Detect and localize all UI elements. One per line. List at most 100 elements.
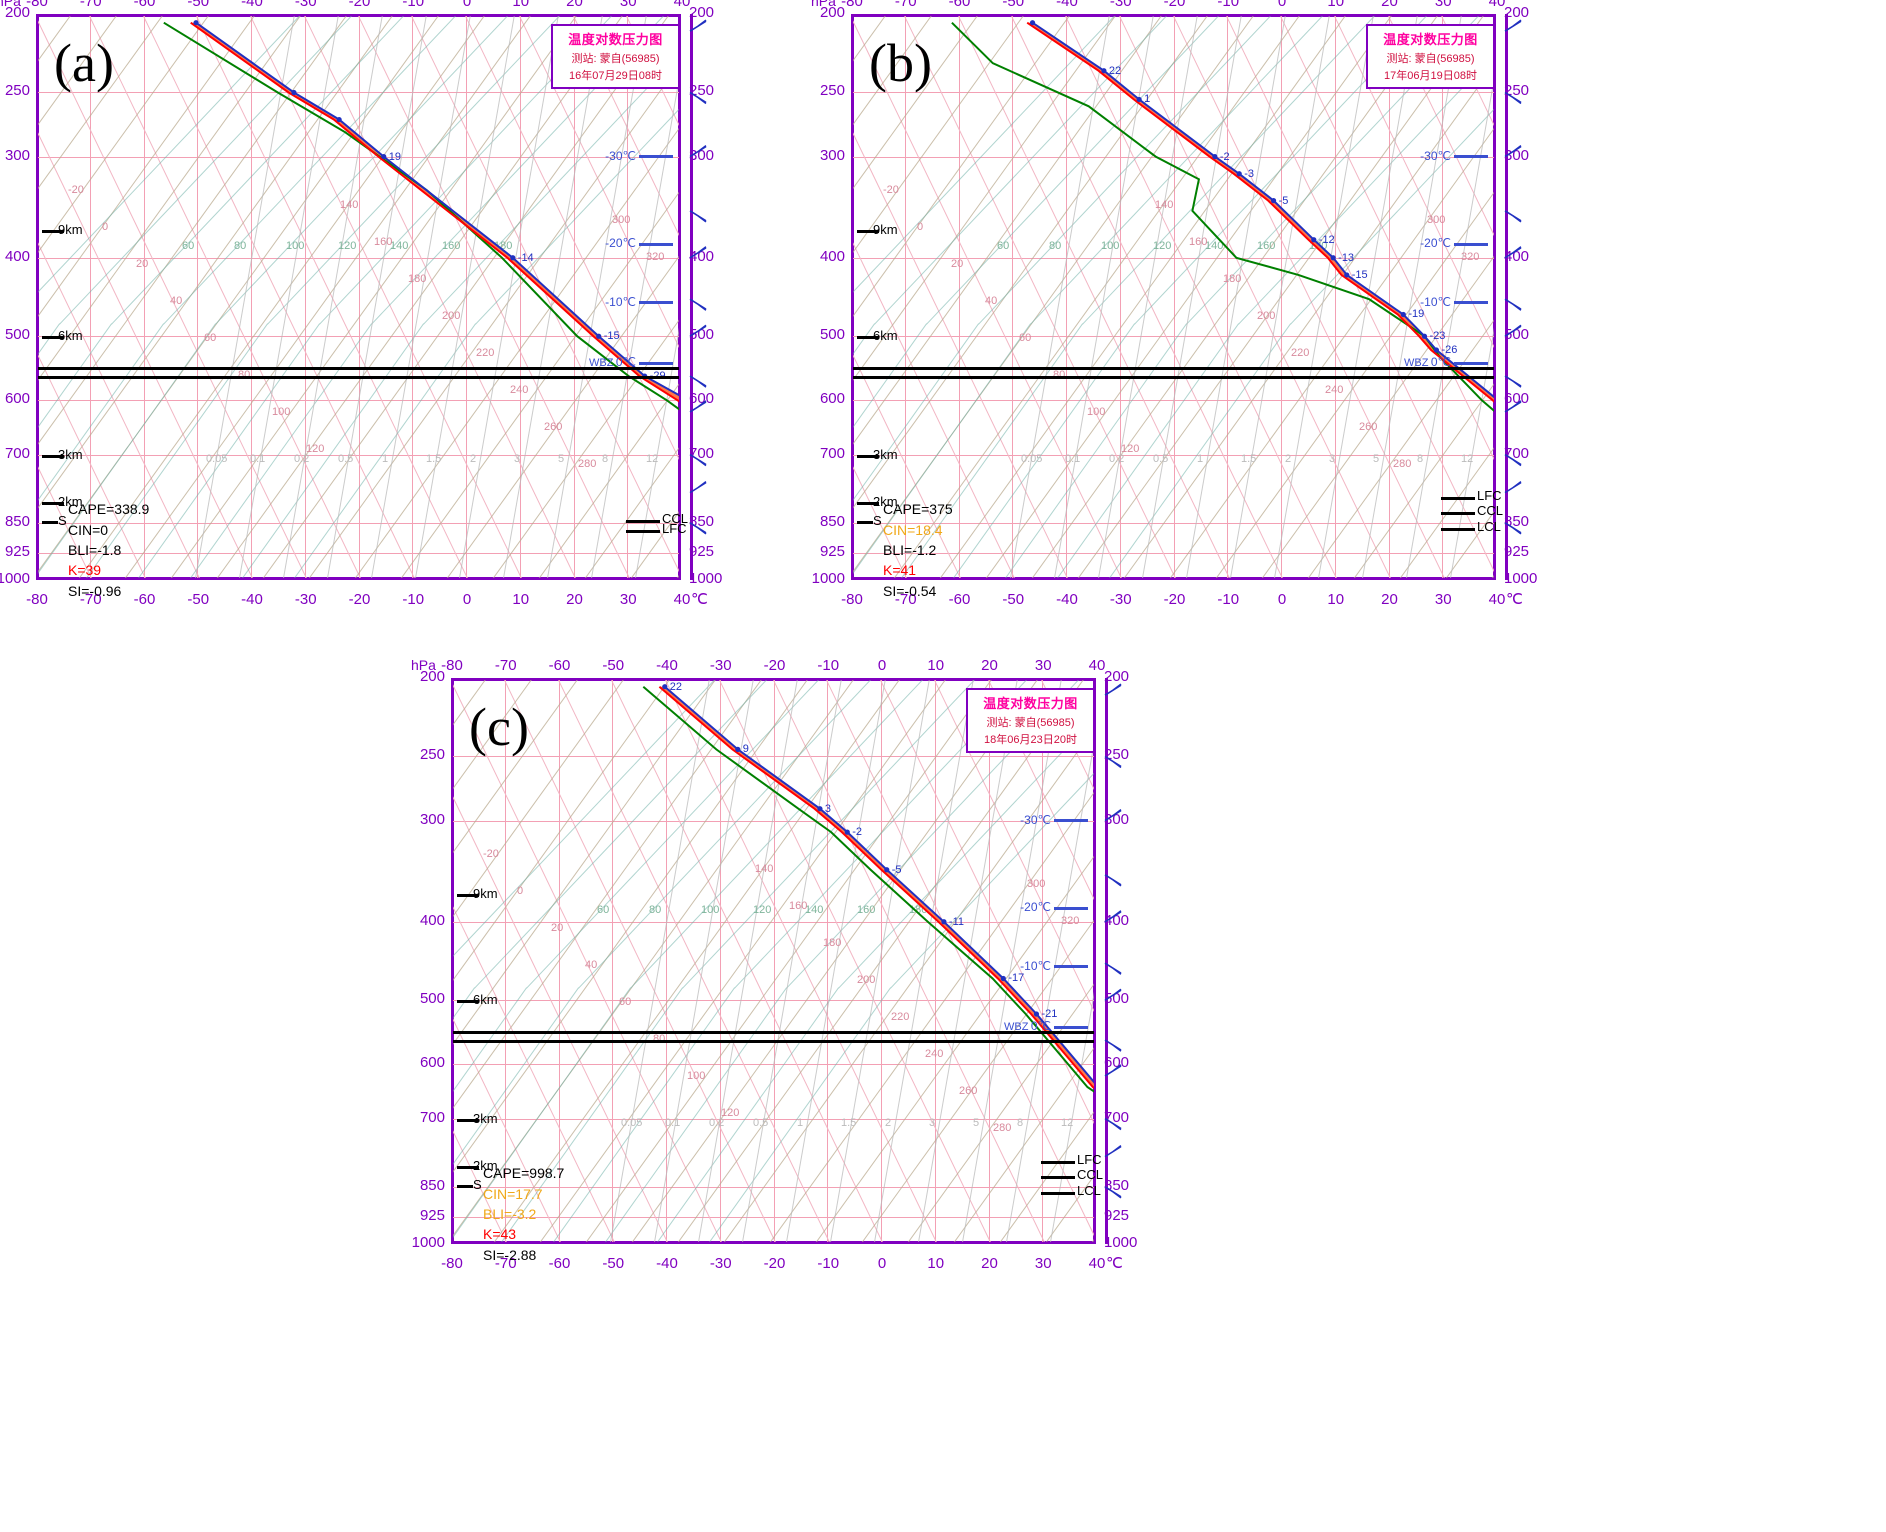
height-marker-label: 3km	[873, 446, 898, 462]
stat-k: K=41	[883, 562, 917, 579]
dry-adiabat-label: -20	[483, 847, 499, 860]
pressure-tick-left: 925	[4, 542, 30, 560]
temperature-tick-bottom: 20	[1381, 591, 1398, 608]
mixing-ratio-label: 0.5	[338, 453, 354, 466]
dry-adiabat-label: 0	[917, 220, 924, 233]
moist-adiabat-label: 80	[649, 903, 662, 916]
wind-barb	[1104, 962, 1122, 975]
isotherm-reference-bar	[1054, 1025, 1088, 1029]
station-name: 测站: 蒙自(56985)	[986, 717, 1075, 729]
pressure-tick-left: 300	[819, 146, 845, 164]
stat-si: SI=-0.54	[883, 582, 937, 599]
isotherm-reference-bar	[1054, 818, 1088, 822]
temperature-tick-top: -40	[656, 657, 678, 674]
wind-barb	[1104, 1144, 1122, 1158]
title-box-b: 温度对数压力图 测站: 蒙自(56985) 17年06月19日08时	[1366, 24, 1495, 89]
temperature-tick-bottom: -40	[656, 1255, 678, 1272]
temperature-gridline	[719, 680, 721, 1242]
height-marker-bar	[42, 336, 64, 340]
mixing-ratio-label: 0.05	[1021, 453, 1043, 466]
temperature-tick-bottom: 40	[1088, 1255, 1106, 1272]
isotherm-reference-label: -20℃	[1420, 236, 1451, 251]
wind-barb	[1504, 522, 1522, 535]
temperature-tick-top: -80	[441, 657, 463, 674]
height-marker-bar	[457, 1000, 479, 1004]
temperature-tick-top: 10	[1327, 0, 1345, 10]
dry-adiabat-label: 140	[755, 862, 774, 875]
mixing-ratio-label: 3	[929, 1117, 936, 1130]
stat-bli: BLI=-3.2	[483, 1205, 537, 1222]
temperature-tick-top: 0	[462, 0, 472, 10]
dry-adiabat-label: 280	[993, 1121, 1012, 1134]
wbz-level-line	[38, 376, 679, 380]
isotherm-reference: -10℃	[1420, 295, 1488, 309]
height-marker-label: 2km	[58, 493, 83, 509]
isotherm-reference-label: -10℃	[605, 295, 636, 310]
moist-adiabat-label: 180	[909, 903, 928, 916]
pressure-tick-left: 850	[4, 512, 30, 530]
wind-barb	[1104, 1064, 1122, 1077]
pressure-tick-left: 200	[419, 668, 445, 685]
temperature-axis-unit: ℃	[691, 591, 708, 608]
height-marker-label: S	[873, 512, 882, 528]
temperature-tick-top: -80	[26, 0, 48, 10]
dry-adiabat-label: 200	[857, 973, 876, 986]
height-marker-bar	[457, 1184, 473, 1188]
pressure-tick-right: 1000	[1504, 570, 1538, 587]
mixing-ratio-label: 12	[1461, 453, 1474, 466]
wind-barb	[1104, 874, 1122, 887]
temperature-gridline	[934, 680, 936, 1242]
pressure-tick-left: 850	[819, 512, 845, 530]
wind-barb	[689, 522, 707, 535]
stat-cape: CAPE=998.7	[483, 1165, 565, 1182]
sounding-point-label: 22	[669, 680, 683, 693]
wbz-label: WBZ	[589, 357, 614, 370]
diagram-title: 温度对数压力图	[1383, 32, 1478, 47]
pressure-tick-right: 925	[1104, 1206, 1130, 1224]
temperature-tick-top: -50	[602, 657, 625, 674]
panel-letter-c: (c)	[469, 697, 529, 757]
pressure-tick-right: 200	[1104, 668, 1130, 685]
mixing-ratio-label: 1	[1197, 453, 1204, 466]
pressure-tick-left: 300	[4, 146, 30, 164]
sounding-point-label: 19	[388, 150, 401, 163]
dry-adiabat-label: 320	[1061, 914, 1080, 927]
level-marker-bar	[1441, 512, 1475, 516]
mixing-ratio-label: 8	[602, 453, 609, 466]
temperature-tick-top: -30	[294, 0, 317, 10]
sounding-point-label: -15	[603, 330, 620, 343]
temperature-tick-top: -70	[494, 657, 517, 674]
dry-adiabat-label: 40	[585, 958, 598, 971]
moist-adiabat-label: 140	[805, 903, 824, 916]
temperature-tick-bottom: -70	[79, 591, 102, 608]
pressure-tick-right: 400	[689, 247, 715, 265]
isotherm-reference-label: 0℃	[1430, 355, 1451, 370]
temperature-tick-bottom: -70	[894, 591, 917, 608]
station-name: 测站: 蒙自(56985)	[1386, 53, 1475, 65]
stat-cin: CIN=0	[68, 521, 109, 538]
pressure-tick-right: 850	[1104, 1176, 1130, 1194]
observation-datetime: 18年06月23日20时	[984, 734, 1077, 746]
height-marker-label: 3km	[473, 1110, 498, 1126]
isotherm-reference: -10℃	[605, 295, 673, 309]
wind-barb	[1104, 683, 1122, 696]
temperature-gridline	[988, 680, 990, 1242]
isotherm-reference-bar	[639, 154, 673, 158]
temperature-tick-top: -10	[402, 0, 425, 10]
dry-adiabat-label: 280	[578, 457, 597, 470]
plot-area-c: 0.05 0.1 0.2 0.5 1 1.5 2 3 5 8 12 60 80 100 120 140 160 1…	[453, 680, 1094, 1242]
title-box-c: 温度对数压力图 测站: 蒙自(56985) 18年06月23日20时	[966, 688, 1095, 753]
temperature-axis-unit: ℃	[1106, 1255, 1123, 1272]
observation-datetime: 17年06月19日08时	[1384, 70, 1477, 82]
temperature-tick-top: -20	[1163, 0, 1186, 10]
sounding-point-label: -26	[1441, 344, 1458, 357]
temperature-tick-bottom: -80	[26, 591, 48, 608]
panel-letter-b: (b)	[869, 33, 932, 93]
isotherm-reference-bar	[639, 361, 673, 365]
mixing-ratio-label: 1	[382, 453, 389, 466]
temperature-tick-bottom: -60	[133, 591, 156, 608]
level-marker-label: CCL	[662, 510, 689, 526]
sounding-point-label: -11	[948, 915, 964, 928]
sounding-point-label: -2	[1219, 150, 1230, 163]
sounding-point-label: -19	[1408, 308, 1425, 321]
